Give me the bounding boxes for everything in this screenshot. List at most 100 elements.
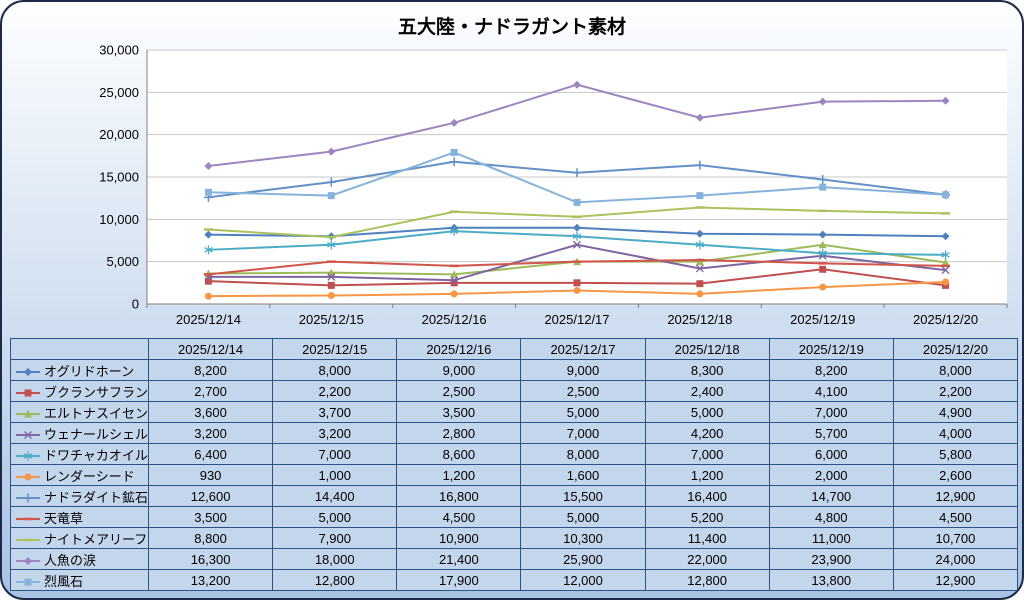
table-cell: 1,200 (644, 464, 770, 486)
table-cell: 12,600 (147, 485, 274, 507)
series-marker-2 (818, 240, 827, 249)
series-marker-4 (327, 240, 336, 250)
table-cell: 4,500 (396, 506, 522, 528)
table-corner-cell (10, 338, 149, 360)
table-cell: 12,800 (644, 569, 770, 591)
table-header-cell: 2025/12/16 (396, 338, 522, 360)
legend-marker-icon (16, 430, 40, 439)
series-marker-1 (819, 265, 827, 273)
table-cell: 12,800 (272, 569, 398, 591)
table-cell: 4,500 (892, 506, 1019, 528)
table-cell: 8,000 (272, 359, 398, 381)
table-cell: 6,000 (768, 443, 894, 465)
series-legend-cell: ドワチャカオイル (10, 443, 149, 465)
x-tick-label: 2025/12/17 (544, 312, 609, 327)
series-marker-9 (450, 118, 459, 127)
table-cell: 4,900 (892, 401, 1019, 423)
table-cell: 3,500 (147, 506, 274, 528)
table-cell: 10,900 (396, 527, 522, 549)
legend-marker-icon (16, 473, 40, 480)
data-table: 2025/12/14 2025/12/15 2025/12/16 2025/12/17… (10, 338, 1019, 591)
series-marker-4 (818, 248, 827, 258)
table-row: 烈風石 13,200 12,800 17,900 12,000 12,800 13,800 1… (10, 569, 1019, 591)
series-name: ウェナールシェル (44, 426, 149, 442)
table-cell: 10,300 (520, 527, 646, 549)
table-cell: 7,000 (644, 443, 770, 465)
y-tick-label: 20,000 (99, 127, 139, 142)
table-cell: 2,000 (768, 464, 894, 486)
series-marker-3 (695, 264, 704, 273)
table-cell: 5,000 (644, 401, 770, 423)
table-cell: 5,000 (272, 506, 398, 528)
x-tick-label: 2025/12/14 (176, 312, 241, 327)
table-cell: 8,300 (644, 359, 770, 381)
series-marker-2 (695, 257, 704, 266)
series-marker-5 (204, 292, 212, 300)
series-legend-cell: オグリドホーン (10, 359, 149, 381)
legend-marker-icon (16, 409, 40, 417)
table-cell: 3,200 (147, 422, 274, 444)
table-cell: 17,900 (396, 569, 522, 591)
table-header-cell: 2025/12/14 (147, 338, 274, 360)
series-marker-6 (326, 177, 336, 187)
legend-marker-icon (16, 493, 40, 502)
series-marker-3 (941, 266, 950, 275)
table-cell: 5,000 (520, 401, 646, 423)
series-legend-cell: ブクランサフラン (10, 380, 149, 402)
table-cell: 5,700 (768, 422, 894, 444)
table-cell: 7,000 (768, 401, 894, 423)
legend-marker-icon (16, 367, 40, 376)
legend-marker (24, 389, 32, 396)
series-marker-4 (695, 240, 705, 250)
table-header-cell: 2025/12/20 (892, 338, 1019, 360)
table-cell: 16,400 (644, 485, 770, 507)
table-cell: 8,200 (768, 359, 894, 381)
series-name: オグリドホーン (44, 363, 135, 379)
table-cell: 4,000 (892, 422, 1019, 444)
table-cell: 12,900 (892, 569, 1019, 591)
legend-marker-icon (16, 451, 40, 460)
legend-marker (23, 451, 33, 460)
series-marker-5 (573, 286, 581, 294)
table-row: ナイトメアリーフ 8,800 7,900 10,900 10,300 11,400 11,0… (10, 527, 1019, 549)
table-cell: 2,600 (892, 464, 1019, 486)
table-row: レンダーシード 930 1,000 1,200 1,600 1,200 2,000 2,600 (10, 464, 1019, 486)
table-cell: 2,400 (644, 380, 770, 402)
table-header-cell: 2025/12/19 (768, 338, 894, 360)
legend-marker (23, 493, 33, 502)
series-marker-1 (573, 279, 581, 287)
table-row: エルトナスイセン 3,600 3,700 3,500 5,000 5,000 7,000 4,… (10, 401, 1019, 423)
table-cell: 12,000 (520, 569, 646, 591)
table-cell: 1,200 (396, 464, 522, 486)
series-marker-0 (573, 223, 581, 232)
table-cell: 930 (147, 464, 274, 486)
table-cell: 6,400 (147, 443, 274, 465)
series-marker-1 (450, 279, 458, 287)
table-cell: 10,700 (892, 527, 1019, 549)
table-cell: 11,400 (644, 527, 770, 549)
series-legend-cell: 烈風石 (10, 569, 149, 591)
table-cell: 9,000 (520, 359, 646, 381)
series-name: ドワチャカオイル (44, 447, 148, 463)
table-cell: 23,900 (768, 548, 894, 570)
table-cell: 14,400 (272, 485, 398, 507)
legend-marker-icon (16, 556, 40, 565)
series-marker-4 (572, 231, 582, 241)
table-cell: 9,000 (396, 359, 522, 381)
table-cell: 15,500 (520, 485, 646, 507)
series-legend-cell: ウェナールシェル (10, 422, 149, 444)
legend-marker-icon (16, 578, 40, 585)
table-cell: 1,000 (272, 464, 398, 486)
table-cell: 3,700 (272, 401, 398, 423)
table-cell: 8,200 (147, 359, 274, 381)
series-marker-10 (573, 198, 581, 206)
series-marker-6 (449, 157, 459, 167)
y-tick-label: 15,000 (99, 170, 139, 185)
table-cell: 5,000 (520, 506, 646, 528)
y-tick-label: 10,000 (99, 212, 139, 227)
table-row: ドワチャカオイル 6,400 7,000 8,600 8,000 7,000 6,000 5,… (10, 443, 1019, 465)
series-name: レンダーシード (44, 468, 135, 484)
series-marker-5 (327, 292, 335, 300)
y-tick-label: 30,000 (99, 43, 139, 58)
